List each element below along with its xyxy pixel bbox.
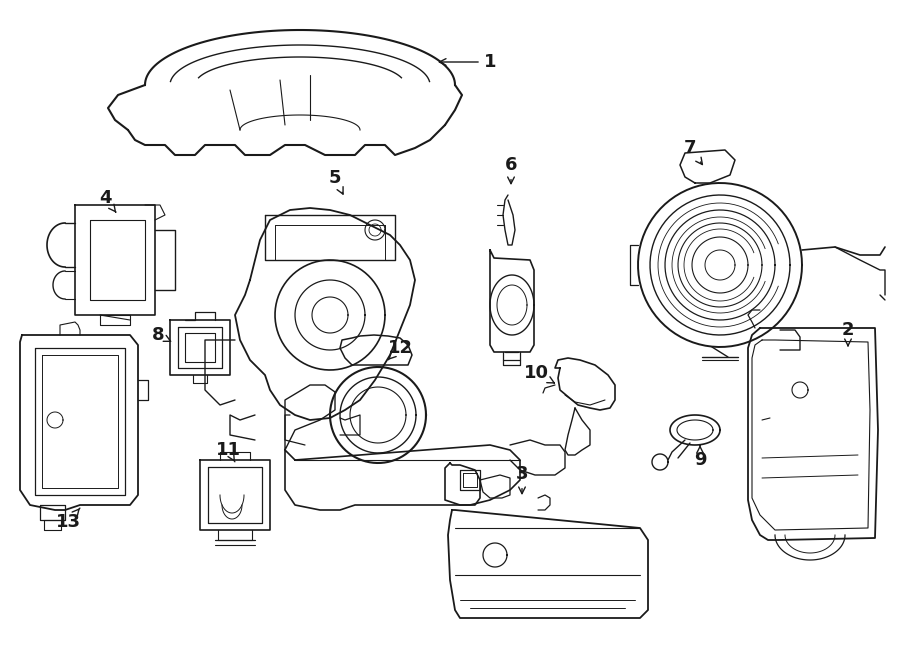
Text: 1: 1 xyxy=(439,53,496,71)
Text: 2: 2 xyxy=(842,321,854,346)
Text: 6: 6 xyxy=(505,156,518,184)
Text: 7: 7 xyxy=(684,139,702,165)
Text: 10: 10 xyxy=(524,364,554,383)
Text: 13: 13 xyxy=(56,508,80,531)
Text: 5: 5 xyxy=(328,169,343,194)
Text: 9: 9 xyxy=(694,446,706,469)
Text: 11: 11 xyxy=(215,441,240,462)
Text: 8: 8 xyxy=(152,326,171,344)
Text: 4: 4 xyxy=(99,189,116,212)
Text: 12: 12 xyxy=(388,339,412,360)
Text: 3: 3 xyxy=(516,465,528,494)
